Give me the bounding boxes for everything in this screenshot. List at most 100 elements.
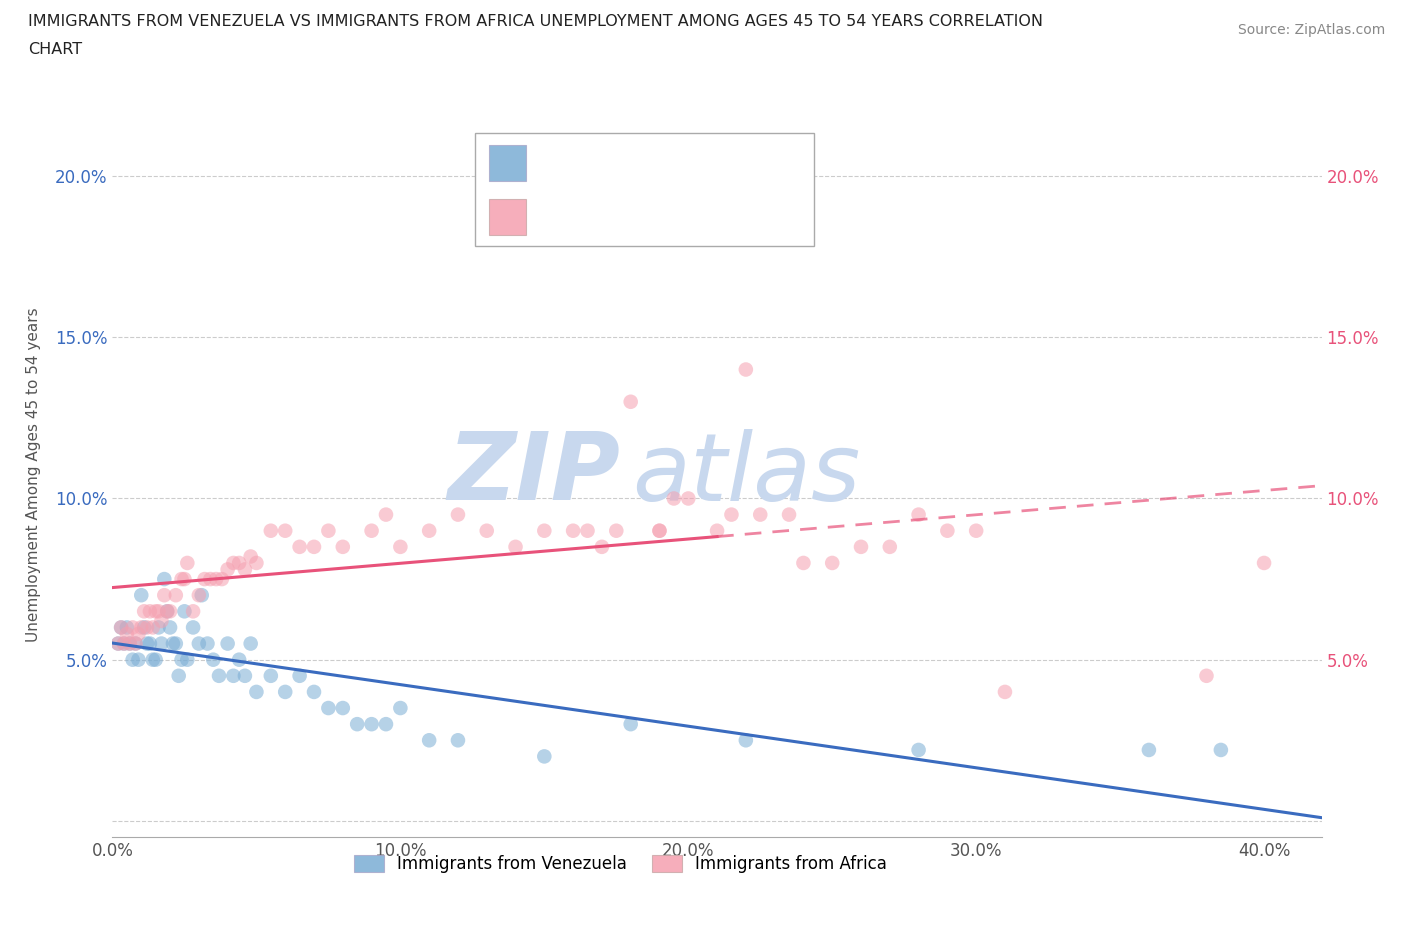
Y-axis label: Unemployment Among Ages 45 to 54 years: Unemployment Among Ages 45 to 54 years bbox=[27, 307, 41, 642]
Point bbox=[239, 549, 262, 564]
Point bbox=[187, 636, 209, 651]
Point bbox=[245, 555, 267, 570]
Point bbox=[222, 555, 245, 570]
Point bbox=[591, 539, 613, 554]
Point bbox=[302, 539, 325, 554]
Point bbox=[148, 604, 170, 618]
Point bbox=[360, 524, 382, 538]
Point bbox=[418, 524, 440, 538]
Point bbox=[605, 524, 627, 538]
Point bbox=[375, 717, 398, 732]
Point bbox=[136, 636, 159, 651]
Point bbox=[678, 491, 700, 506]
Point bbox=[112, 636, 135, 651]
Point bbox=[907, 507, 929, 522]
Point bbox=[150, 636, 173, 651]
Point bbox=[124, 636, 146, 651]
Point bbox=[173, 572, 195, 587]
Text: IMMIGRANTS FROM VENEZUELA VS IMMIGRANTS FROM AFRICA UNEMPLOYMENT AMONG AGES 45 T: IMMIGRANTS FROM VENEZUELA VS IMMIGRANTS … bbox=[28, 14, 1043, 29]
Point bbox=[734, 362, 756, 377]
Point bbox=[134, 604, 156, 618]
Point bbox=[170, 572, 193, 587]
Point bbox=[447, 507, 470, 522]
Point bbox=[260, 669, 283, 684]
Point bbox=[200, 572, 222, 587]
Point bbox=[165, 588, 187, 603]
Point bbox=[129, 620, 152, 635]
Point bbox=[233, 669, 256, 684]
Point bbox=[115, 620, 138, 635]
Point bbox=[139, 604, 162, 618]
Point bbox=[332, 700, 354, 715]
Text: atlas: atlas bbox=[633, 429, 860, 520]
Point bbox=[245, 684, 267, 699]
Point bbox=[211, 572, 233, 587]
Point bbox=[156, 604, 179, 618]
Text: ZIP: ZIP bbox=[447, 429, 620, 520]
Point bbox=[720, 507, 742, 522]
Point bbox=[1137, 742, 1160, 757]
Text: CHART: CHART bbox=[28, 42, 82, 57]
Point bbox=[447, 733, 470, 748]
Point bbox=[136, 620, 159, 635]
Point bbox=[110, 620, 132, 635]
Point bbox=[115, 627, 138, 642]
Point bbox=[288, 539, 311, 554]
Point bbox=[139, 636, 162, 651]
Point bbox=[533, 524, 555, 538]
Point bbox=[202, 652, 225, 667]
Point bbox=[332, 539, 354, 554]
Point bbox=[118, 636, 141, 651]
Point bbox=[418, 733, 440, 748]
Point bbox=[217, 562, 239, 577]
Point bbox=[1195, 669, 1218, 684]
Point bbox=[620, 717, 643, 732]
Point bbox=[648, 524, 671, 538]
Point bbox=[375, 507, 398, 522]
Point bbox=[346, 717, 368, 732]
Point bbox=[156, 604, 179, 618]
Point bbox=[274, 684, 297, 699]
Point bbox=[187, 588, 209, 603]
Point bbox=[318, 700, 340, 715]
Point bbox=[217, 636, 239, 651]
Point bbox=[1253, 555, 1275, 570]
Point bbox=[124, 636, 146, 651]
Point bbox=[194, 572, 217, 587]
Point bbox=[620, 394, 643, 409]
Point bbox=[150, 614, 173, 629]
Point bbox=[159, 620, 181, 635]
Point bbox=[907, 742, 929, 757]
Point bbox=[162, 636, 184, 651]
Point bbox=[153, 572, 176, 587]
Point bbox=[127, 627, 149, 642]
Point bbox=[118, 636, 141, 651]
Point bbox=[576, 524, 599, 538]
Point bbox=[173, 604, 195, 618]
Point bbox=[879, 539, 901, 554]
Point bbox=[849, 539, 872, 554]
Point bbox=[165, 636, 187, 651]
Point bbox=[181, 620, 204, 635]
Point bbox=[1209, 742, 1232, 757]
Point bbox=[318, 524, 340, 538]
Point bbox=[749, 507, 772, 522]
Point bbox=[389, 700, 412, 715]
Point bbox=[134, 620, 156, 635]
Point bbox=[778, 507, 800, 522]
Point bbox=[159, 604, 181, 618]
Point bbox=[228, 652, 250, 667]
Point bbox=[170, 652, 193, 667]
Point bbox=[965, 524, 987, 538]
Point bbox=[176, 652, 198, 667]
Point bbox=[475, 524, 498, 538]
Point bbox=[142, 620, 165, 635]
Point bbox=[197, 636, 219, 651]
Point bbox=[107, 636, 129, 651]
Point bbox=[505, 539, 527, 554]
Text: Source: ZipAtlas.com: Source: ZipAtlas.com bbox=[1237, 23, 1385, 37]
Point bbox=[936, 524, 959, 538]
Point bbox=[121, 652, 143, 667]
Point bbox=[389, 539, 412, 554]
Point bbox=[167, 669, 190, 684]
